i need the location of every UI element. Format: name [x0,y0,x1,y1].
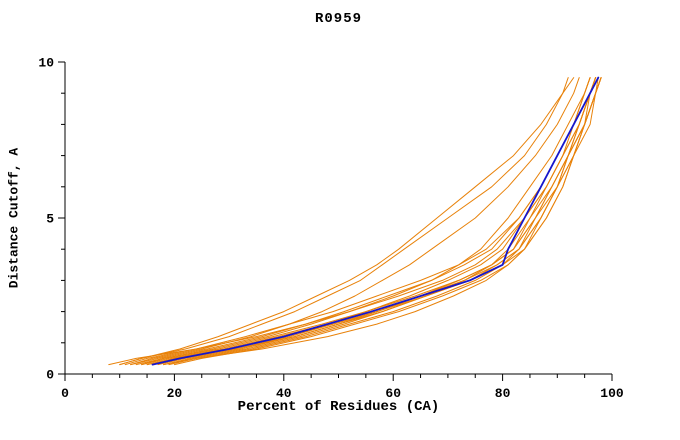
x-tick-label: 60 [385,386,401,401]
series-line-model-13 [141,77,597,366]
x-tick-label: 100 [600,386,624,401]
series-line-model-03 [141,77,591,366]
series-line-model-14 [152,77,599,366]
series-line-highlight [151,76,600,366]
series-line-model-16 [163,77,602,366]
series-line-model-18 [119,77,575,366]
series-line-model-17 [146,77,597,366]
series-line-model-05 [163,77,602,366]
y-tick-label: 5 [46,212,54,227]
series-line-model-08 [157,77,602,366]
x-tick-label: 80 [495,386,511,401]
chart-title: R0959 [314,11,362,27]
series-line-model-02 [130,77,580,366]
series-line-model-01 [119,77,569,366]
series-line-model-12 [173,77,602,366]
y-tick-label: 0 [46,368,54,383]
series-line-model-06 [108,77,597,366]
x-axis-label: Percent of Residues (CA) [237,399,440,415]
x-tick-label: 0 [61,386,69,401]
y-tick-label: 10 [38,56,54,71]
series-line-model-04 [152,77,597,366]
x-tick-label: 40 [276,386,292,401]
series-line-model-09 [135,77,597,366]
x-tick-label: 20 [167,386,183,401]
